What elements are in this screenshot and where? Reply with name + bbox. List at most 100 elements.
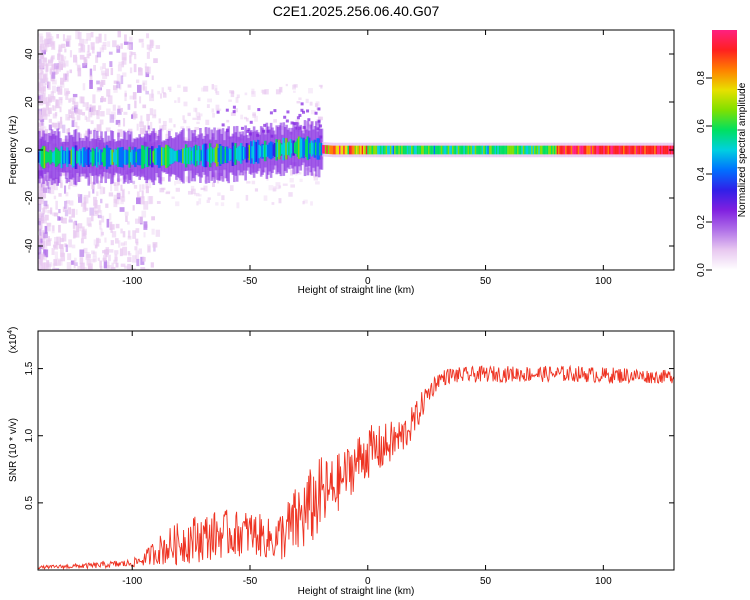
spectrogram-ridge-cell	[173, 150, 177, 162]
spectrogram-noise-cell	[100, 111, 105, 117]
spectrogram-ridge-cell	[184, 144, 188, 168]
spectrogram-noise-cell	[91, 250, 95, 255]
spectrogram-ridge-cell	[327, 145, 331, 154]
spectrogram-noise-cell	[129, 51, 133, 57]
spectrogram-ridge-cell	[573, 145, 577, 155]
spectrogram-ridge-cell	[322, 144, 325, 154]
spectrogram-noise-cell	[49, 181, 55, 190]
spectrogram-ridge-cell	[582, 145, 585, 155]
spectrogram-noise-cell	[64, 48, 67, 53]
spectrogram-noise-cell	[60, 54, 64, 62]
spectrogram-noise-cell	[99, 119, 104, 125]
spectrogram-noise-cell	[43, 233, 48, 240]
spectrogram-noise-cell	[132, 180, 136, 185]
spectrogram-ridge-cell	[165, 144, 168, 169]
spectrogram-ridge-cell	[216, 143, 219, 167]
spectrogram-noise-cell	[161, 124, 167, 130]
spectrogram-noise-cell	[123, 41, 129, 45]
spectrogram-noise-cell	[74, 220, 78, 226]
spectrogram-noise-cell	[106, 89, 111, 97]
spectrogram-noise-cell	[107, 95, 113, 105]
spectrogram-ridge-cell	[220, 145, 223, 165]
spectrogram-noise-cell	[108, 249, 114, 253]
spectrogram-noise-cell	[82, 83, 86, 91]
spectrogram-ridge-cell	[382, 145, 386, 155]
spectrogram-noise-cell	[76, 125, 80, 130]
spectrogram-ridge-cell	[425, 145, 428, 155]
spectrogram-ridge-cell	[300, 138, 304, 157]
spectrogram-noise-cell	[40, 43, 45, 49]
spectrogram-ridge-cell	[413, 145, 417, 155]
spectrogram-noise-cell	[146, 51, 150, 59]
spectrogram-noise-cell	[113, 259, 118, 264]
spectrogram-ridge-cell	[53, 150, 57, 164]
spectrogram-ridge-cell	[583, 145, 587, 155]
spectrogram-ridge-cell	[412, 145, 416, 155]
spectrogram-ridge-cell	[474, 145, 478, 155]
spectrogram-ridge-cell	[418, 145, 421, 155]
spectrogram-noise-cell	[91, 46, 95, 54]
spectrogram-ridge-cell	[559, 145, 563, 155]
spectrogram-noise-cell	[118, 61, 123, 66]
spectrogram-noise-cell	[71, 120, 75, 128]
spectrogram-noise-cell	[246, 181, 251, 184]
spectrogram-noise-cell	[146, 113, 150, 121]
spectrogram-noise-cell	[229, 90, 234, 94]
spectrogram-y-tick-label: -20	[24, 190, 35, 205]
spectrogram-speckle	[294, 126, 298, 130]
spectrogram-noise-cell	[101, 44, 107, 50]
spectrogram-noise-cell	[102, 97, 107, 102]
spectrogram-noise-cell	[106, 218, 110, 228]
spectrogram-noise-cell	[79, 96, 83, 104]
spectrogram-ridge-cell	[439, 145, 442, 155]
spectrogram-noise-cell	[165, 133, 169, 139]
spectrogram-ridge-cell	[374, 145, 377, 155]
spectrogram-ridge-cell	[91, 148, 95, 167]
spectrogram-noise-cell	[96, 191, 99, 197]
spectrogram-ridge-cell	[589, 145, 592, 155]
spectrogram-noise-cell	[132, 230, 137, 239]
spectrogram-noise-cell	[41, 191, 47, 199]
spectrogram-ridge-cell	[139, 148, 143, 166]
spectrogram-noise-cell	[245, 117, 249, 122]
spectrogram-noise-cell	[63, 185, 67, 194]
spectrogram-noise-cell	[73, 230, 78, 238]
spectrogram-noise-cell	[38, 58, 41, 64]
spectrogram-noise-cell	[175, 187, 180, 192]
spectrogram-noise-cell	[55, 200, 58, 210]
spectrogram-noise-cell	[65, 192, 69, 197]
spectrogram-noise-cell	[83, 133, 88, 138]
spectrogram-speckle	[319, 135, 323, 139]
spectrogram-ridge-cell	[115, 149, 119, 165]
spectrogram-ridge-cell	[645, 145, 649, 155]
spectrogram-noise-cell	[60, 77, 64, 85]
spectrogram-noise-cell	[159, 93, 163, 99]
spectrogram-noise-cell	[45, 180, 49, 186]
spectrogram-ridge-cell	[467, 145, 471, 155]
spectrogram-noise-cell	[105, 203, 109, 208]
spectrogram-ridge-cell	[579, 145, 582, 155]
spectrogram-noise-cell	[41, 213, 44, 220]
spectrogram-noise-cell	[127, 251, 131, 255]
spectrogram-noise-cell	[69, 69, 73, 74]
spectrogram-noise-cell	[52, 79, 57, 85]
spectrogram-ridge-cell	[200, 150, 204, 161]
spectrogram-speckle	[263, 123, 267, 127]
spectrogram-ridge-cell	[169, 148, 173, 165]
spectrogram-noise-cell	[171, 196, 175, 199]
spectrogram-noise-cell	[124, 90, 127, 97]
spectrogram-noise-cell	[39, 230, 45, 240]
spectrogram-noise-cell	[147, 196, 153, 205]
spectrogram-ridge-cell	[548, 145, 551, 155]
spectrogram-ridge-cell	[344, 145, 348, 155]
spectrogram-noise-cell	[142, 86, 148, 92]
spectrogram-noise-cell	[64, 209, 69, 217]
spectrogram-noise-cell	[194, 107, 198, 113]
spectrogram-noise-cell	[100, 228, 103, 237]
spectrogram-ridge-cell	[254, 141, 257, 162]
spectrogram-ridge-cell	[587, 145, 591, 155]
spectrogram-ridge-cell	[395, 145, 399, 155]
spectrogram-noise-cell	[38, 72, 43, 80]
spectrogram-ridge-cell	[111, 149, 115, 165]
